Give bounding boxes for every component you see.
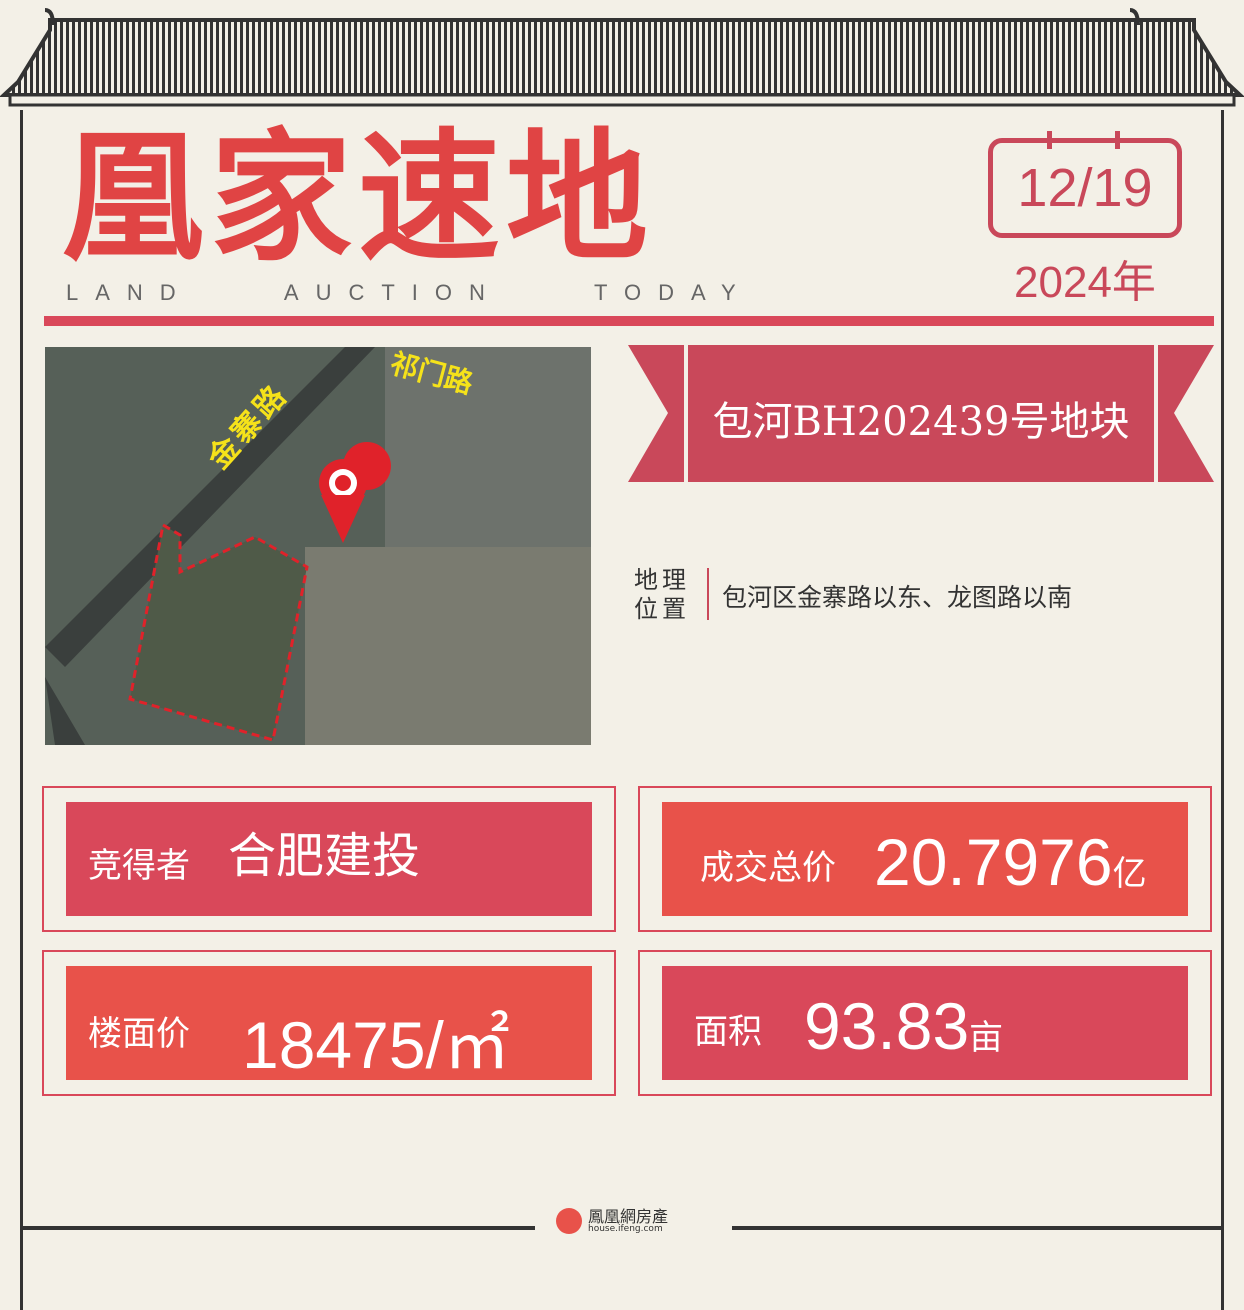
ifeng-logo-icon — [556, 1208, 582, 1234]
floor-price-label: 楼面价 — [88, 1014, 190, 1054]
winner-label: 竞得者 — [88, 846, 190, 886]
divider — [44, 316, 1214, 326]
year-text: 2024年 — [1014, 258, 1156, 307]
plot-boundary — [128, 522, 309, 742]
date-text: 12/19 — [1017, 158, 1153, 218]
total-price-label: 成交总价 — [700, 848, 836, 888]
area-label: 面积 — [694, 1012, 762, 1052]
aerial-map: 金寨路 祁门路 — [45, 347, 591, 745]
brand-name: 鳳凰網房產 — [588, 1206, 669, 1226]
area-card: 面积 93.83亩 — [638, 950, 1212, 1096]
footer-logo: 鳳凰網房產 house.ifeng.com — [556, 1208, 668, 1234]
roof-decoration — [0, 8, 1244, 107]
page-frame — [20, 110, 1224, 1310]
page-subtitle: LAND AUCTION TODAY — [66, 280, 753, 305]
divider — [20, 1226, 535, 1230]
floor-price-value: 18475/㎡ — [242, 1008, 510, 1082]
location-pin-icon — [319, 442, 391, 545]
divider — [732, 1226, 1224, 1230]
total-price-card: 成交总价 20.7976亿 — [638, 786, 1212, 932]
calendar-ring-icon — [1115, 131, 1120, 149]
floor-price-card: 楼面价 18475/㎡ — [42, 950, 616, 1096]
divider — [707, 568, 709, 620]
winner-card: 竞得者 合肥建投 — [42, 786, 616, 932]
calendar-date: 12/19 — [988, 131, 1182, 238]
map-graphic — [45, 347, 591, 745]
area-value: 93.83亩 — [804, 989, 1004, 1063]
location-value: 包河区金寨路以东、龙图路以南 — [722, 583, 1073, 612]
page-title: 凰家速地 — [62, 116, 654, 281]
brand-url: house.ifeng.com — [588, 1223, 663, 1234]
plot-name-banner: 包河BH202439号地块 — [628, 345, 1214, 482]
winner-value: 合肥建投 — [228, 828, 421, 884]
location-label: 地理位置 — [634, 566, 690, 623]
calendar-ring-icon — [1047, 131, 1052, 149]
plot-name: 包河BH202439号地块 — [712, 399, 1130, 445]
total-price-value: 20.7976亿 — [874, 825, 1147, 899]
